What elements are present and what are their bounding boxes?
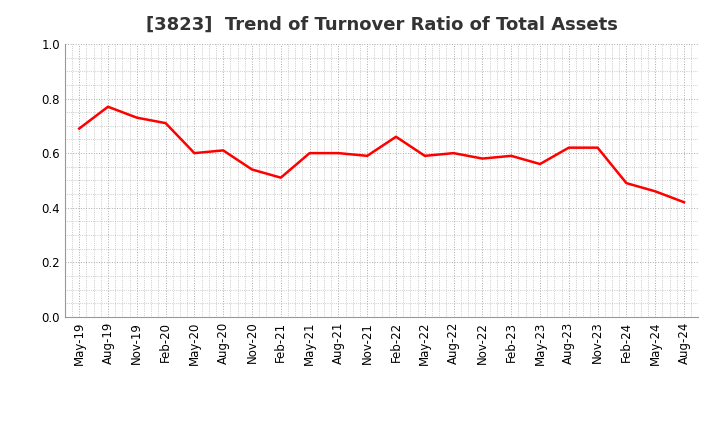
Title: [3823]  Trend of Turnover Ratio of Total Assets: [3823] Trend of Turnover Ratio of Total … [145,16,618,34]
